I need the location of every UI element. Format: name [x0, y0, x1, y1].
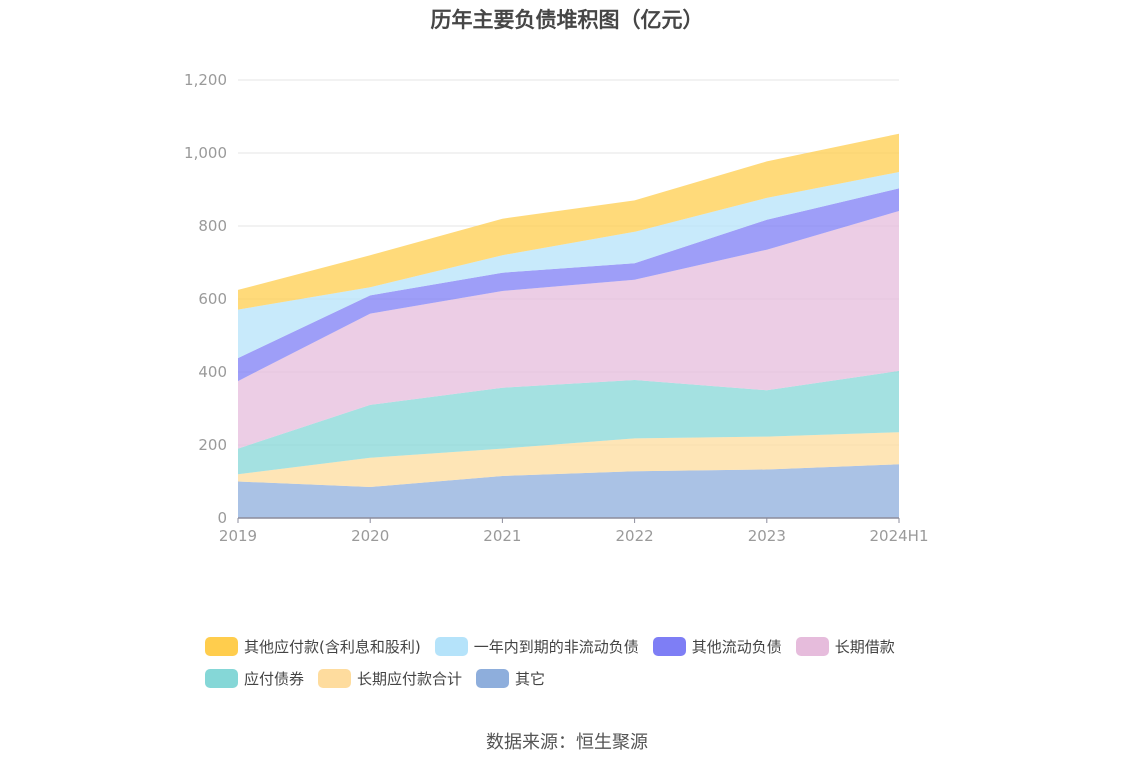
legend-label: 其他应付款(含利息和股利) [244, 637, 421, 656]
legend-item-bonds-payable[interactable]: 应付债券 [205, 668, 304, 689]
y-tick-label: 200 [198, 436, 227, 454]
legend-swatch [205, 636, 238, 656]
series-area [238, 370, 899, 475]
legend-item-current-portion-noncurrent[interactable]: 一年内到期的非流动负债 [434, 636, 639, 657]
chart-title: 历年主要负债堆积图（亿元） [430, 8, 704, 32]
legend-swatch [205, 668, 238, 688]
legend-swatch [434, 636, 468, 656]
x-tick-label: 2022 [616, 527, 654, 545]
legend-label: 长期借款 [834, 637, 895, 656]
legend-swatch [318, 668, 352, 688]
series-area [238, 464, 899, 518]
y-tick-label: 400 [198, 363, 227, 381]
y-tick-label: 0 [217, 509, 227, 527]
x-tick-label: 2020 [351, 527, 389, 545]
x-tick-label: 2019 [219, 527, 257, 545]
stacked-area-chart: 0 200 400 600 800 1,000 1,200 2019 2020 2021 2022 2… [184, 71, 929, 545]
legend-item-other-payables[interactable]: 其他应付款(含利息和股利) [205, 636, 421, 657]
legend-swatch [795, 636, 829, 656]
legend-item-others[interactable]: 其它 [476, 668, 545, 689]
legend-swatch [476, 668, 510, 688]
legend-label: 其它 [515, 669, 546, 688]
legend-swatch [652, 636, 686, 656]
y-tick-label: 1,000 [184, 144, 227, 162]
legend-label: 应付债券 [244, 669, 305, 688]
legend-row-2: 应付债券 长期应付款合计 其它 [205, 662, 965, 694]
legend-label: 其他流动负债 [691, 637, 782, 656]
x-tick-label: 2023 [748, 527, 786, 545]
legend-item-other-current-liabilities[interactable]: 其他流动负债 [652, 636, 782, 657]
data-source-note: 数据来源：恒生聚源 [486, 732, 648, 753]
x-tick-label: 2021 [483, 527, 521, 545]
x-tick-label: 2024H1 [870, 527, 929, 545]
legend-item-long-term-borrowings[interactable]: 长期借款 [795, 636, 895, 657]
legend-label: 一年内到期的非流动负债 [473, 637, 639, 656]
y-tick-label: 600 [198, 290, 227, 308]
series-area [238, 133, 899, 310]
series-area [238, 432, 899, 487]
legend-label: 长期应付款合计 [357, 669, 463, 688]
series-area [238, 211, 899, 449]
chart-legend: 其他应付款(含利息和股利) 一年内到期的非流动负债 其他流动负债 长期借款 应付… [205, 630, 965, 694]
y-tick-label: 800 [198, 217, 227, 235]
legend-item-long-term-payables[interactable]: 长期应付款合计 [318, 668, 462, 689]
series-area [238, 188, 899, 382]
series-area [238, 172, 899, 359]
legend-row-1: 其他应付款(含利息和股利) 一年内到期的非流动负债 其他流动负债 长期借款 [205, 630, 965, 662]
y-tick-label: 1,200 [184, 71, 227, 89]
